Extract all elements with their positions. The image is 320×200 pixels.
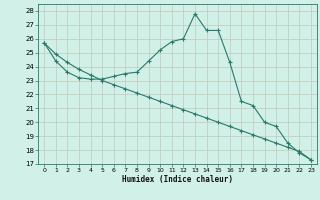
X-axis label: Humidex (Indice chaleur): Humidex (Indice chaleur) [122, 175, 233, 184]
